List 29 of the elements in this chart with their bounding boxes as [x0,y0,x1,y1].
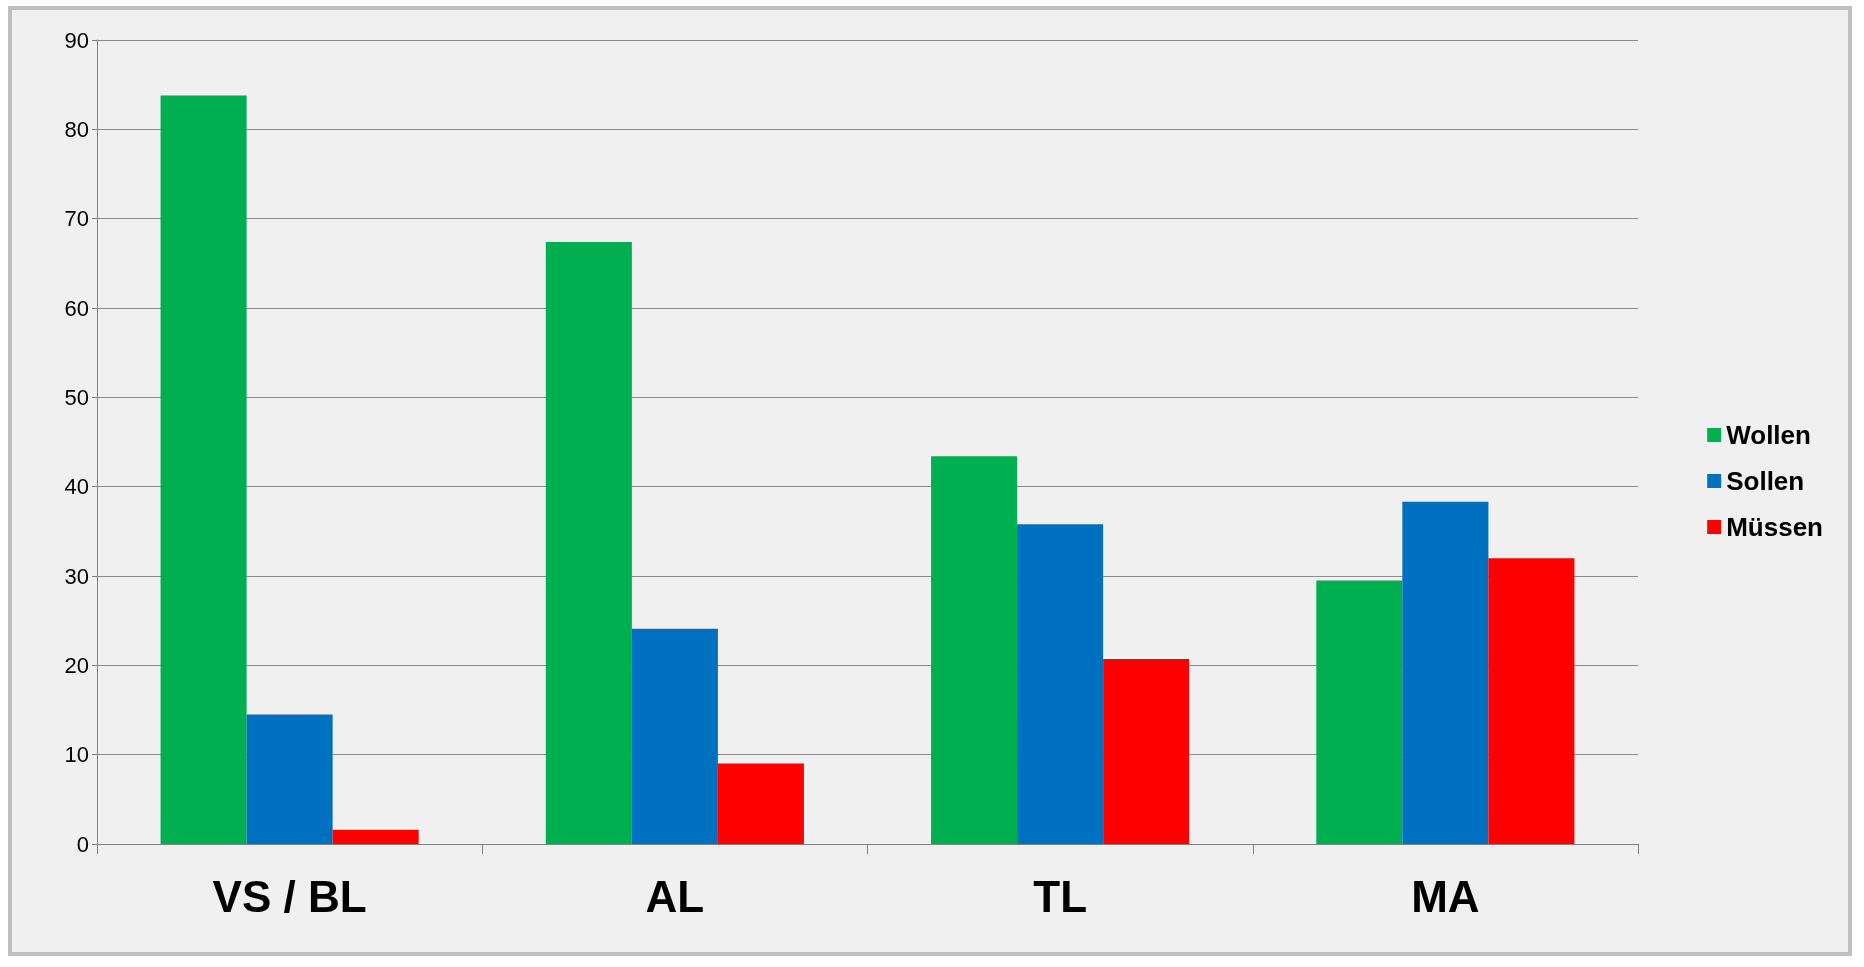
x-tick-label: TL [1033,871,1088,921]
bar [160,95,247,844]
bar [931,456,1018,844]
y-tick-label: 30 [64,563,89,589]
bar [1017,524,1104,844]
bar [332,829,419,844]
bar [545,241,632,844]
y-tick-label: 50 [64,384,89,410]
y-tick-label: 90 [64,27,89,53]
bar [1316,580,1403,844]
y-tick-label: 60 [64,295,89,321]
y-tick-label: 80 [64,116,89,142]
y-tick-label: 20 [64,652,89,678]
y-tick-label: 40 [64,474,89,500]
bar [1488,558,1575,844]
bar [246,714,333,844]
x-tick-label: AL [645,871,705,921]
legend-label: Sollen [1726,466,1805,496]
legend-label: Wollen [1726,420,1811,450]
y-tick-label: 10 [64,742,89,768]
bar [717,763,804,844]
y-tick-label: 70 [64,206,89,232]
x-tick-label: MA [1411,871,1480,921]
bar [631,628,718,844]
bar [1103,659,1190,844]
legend-label: Müssen [1726,512,1824,542]
y-tick-label: 0 [76,831,89,857]
bar [1402,501,1489,844]
x-tick-label: VS / BL [212,871,367,921]
